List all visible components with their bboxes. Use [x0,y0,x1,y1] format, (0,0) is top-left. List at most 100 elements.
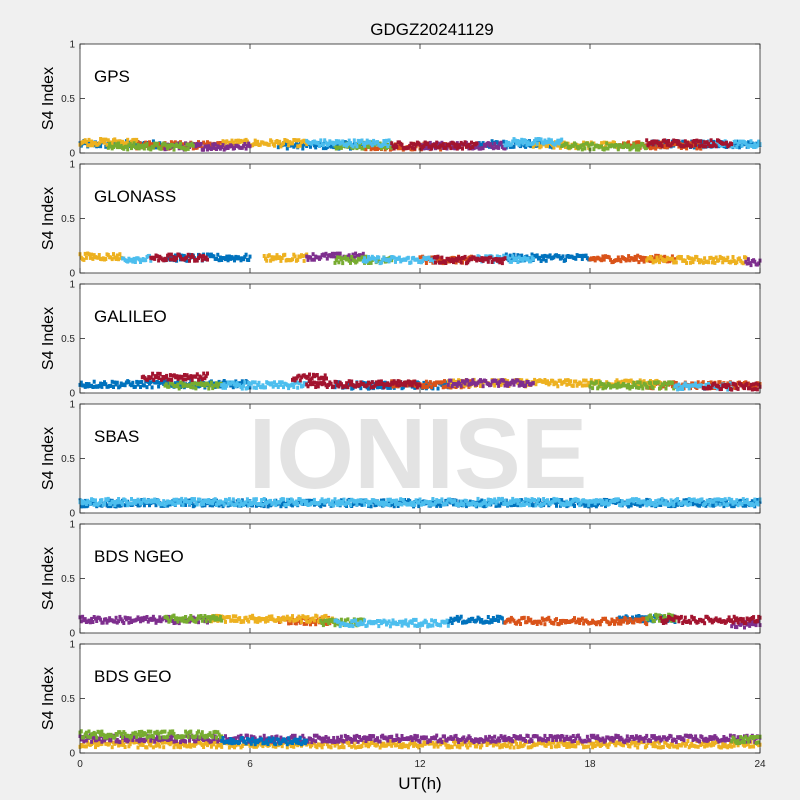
data-point [104,257,108,261]
data-point [208,383,212,388]
data-point [385,501,388,506]
data-point [748,143,752,148]
data-point [450,384,454,389]
data-point [522,503,526,507]
data-point [573,504,576,508]
data-point [321,146,325,151]
y-tick-label: 0.5 [61,214,75,225]
data-point [310,376,314,381]
data-point [602,257,606,262]
data-point [647,502,651,507]
data-point [82,504,86,509]
data-point [649,259,652,263]
data-point [325,618,329,623]
data-point [484,379,488,384]
data-point [443,379,446,384]
data-point [424,379,428,384]
data-point [616,147,620,152]
data-point [282,141,285,146]
data-point [428,623,432,628]
data-point [180,380,184,385]
data-point [248,254,252,259]
data-point [499,257,503,262]
data-point [142,146,146,151]
data-point [542,141,546,146]
data-point [730,259,734,264]
data-point [379,379,383,384]
data-point [725,140,728,145]
data-point [446,382,450,387]
data-point [233,618,236,623]
data-point [227,615,231,620]
data-point [330,499,334,504]
data-point [262,497,266,501]
data-point [291,257,294,262]
data-point [251,380,255,385]
data-point [195,372,199,377]
data-point [415,257,419,262]
data-point [735,625,739,630]
data-point [157,384,161,389]
data-point [387,138,391,143]
data-point [428,140,432,145]
data-point [591,141,595,146]
data-point [622,619,625,624]
data-point [365,499,369,504]
data-point [394,259,397,264]
data-point [637,614,641,618]
data-point [294,621,298,626]
data-point [400,143,404,148]
data-point [253,619,257,624]
data-point [580,147,584,152]
data-point [699,139,703,144]
data-point [264,385,267,390]
data-point [379,146,383,151]
data-point [566,378,570,383]
data-point [703,256,707,261]
data-point [481,384,485,389]
data-point [271,384,275,389]
data-point [248,144,252,149]
data-point [381,500,385,505]
data-point [542,617,546,622]
data-point [197,620,200,625]
data-point [640,384,643,389]
data-point [211,142,215,147]
data-point [466,378,470,383]
data-point [634,614,638,619]
data-point [455,258,459,263]
data-point [391,144,395,149]
data-point [664,140,668,145]
data-point [330,617,334,622]
data-point [358,501,361,506]
data-point [583,146,587,151]
data-point [676,141,680,146]
data-point [636,143,640,148]
data-point [149,258,153,263]
data-point [297,138,301,143]
data-point [185,373,189,378]
data-point [745,261,749,266]
data-point [285,497,289,502]
data-point [578,503,582,508]
data-point [714,144,718,149]
data-point [321,143,325,148]
data-point [412,617,416,622]
data-point [436,254,440,259]
data-point [686,502,690,507]
data-point [367,145,370,149]
data-point [475,501,479,506]
data-point [327,382,331,387]
data-point [155,380,159,384]
data-point [291,141,294,146]
data-point [439,260,443,265]
data-point [495,381,499,386]
data-point [105,142,109,147]
data-point [273,380,276,385]
data-point [392,504,396,509]
data-point [533,498,537,502]
data-point [426,384,430,389]
data-point [421,385,425,390]
data-point [687,256,691,261]
data-point [452,378,455,383]
